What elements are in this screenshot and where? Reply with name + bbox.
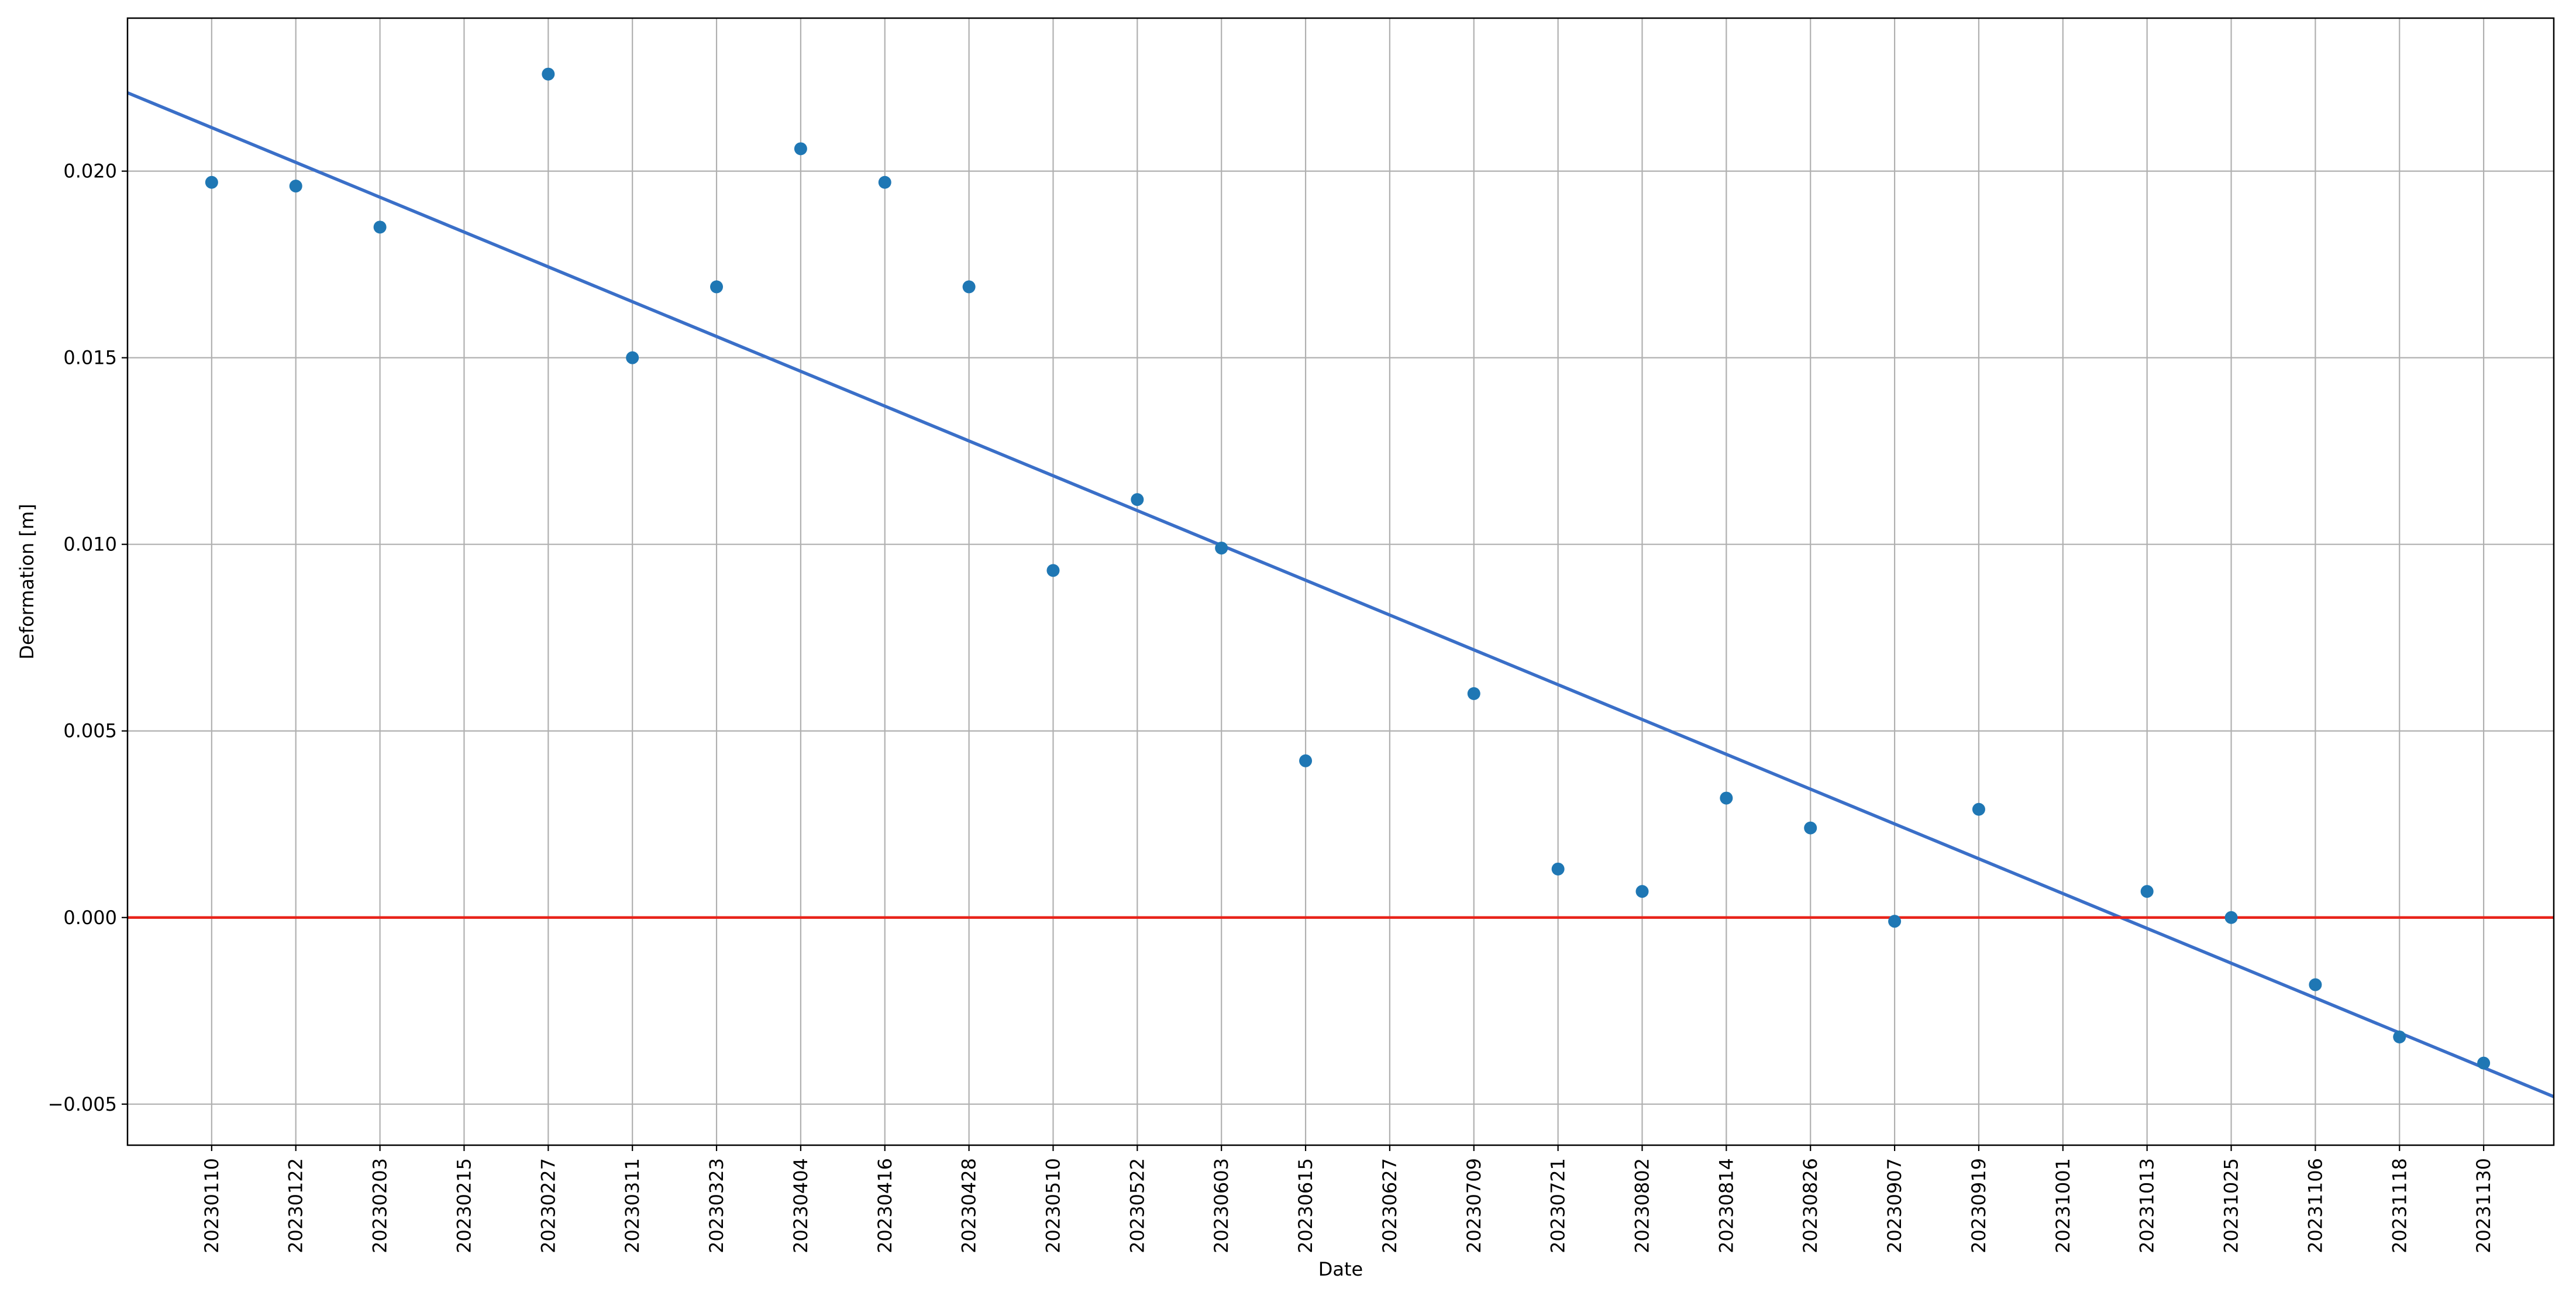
y-tick-label: 0.000 [63, 907, 117, 929]
x-tick-label: 20231001 [2052, 1158, 2074, 1253]
x-tick-label: 20230227 [537, 1158, 559, 1253]
y-tick-label: 0.005 [63, 720, 117, 742]
data-point [1720, 791, 1733, 805]
x-tick-label: 20230404 [790, 1158, 812, 1253]
x-tick-label: 20230428 [958, 1158, 980, 1253]
data-point [289, 180, 302, 193]
x-tick-label: 20230122 [285, 1158, 307, 1253]
x-tick-label: 20230907 [1883, 1158, 1906, 1253]
data-point [2309, 978, 2322, 991]
x-tick-label: 20231118 [2388, 1158, 2410, 1253]
x-tick-label: 20230416 [874, 1158, 896, 1253]
data-point [626, 351, 639, 364]
x-tick-label: 20230709 [1463, 1158, 1485, 1253]
data-point [710, 280, 724, 294]
y-tick-label: 0.020 [63, 160, 117, 182]
x-tick-label: 20230110 [201, 1158, 223, 1253]
data-point [794, 142, 807, 156]
x-tick-label: 20230603 [1210, 1158, 1232, 1253]
x-tick-label: 20230826 [1799, 1158, 1821, 1253]
data-point [2140, 885, 2154, 898]
data-point [1551, 862, 1565, 876]
x-tick-label: 20231013 [2136, 1158, 2158, 1253]
data-point [1635, 885, 1649, 898]
y-tick-label: 0.015 [63, 347, 117, 369]
y-axis-label: Deformation [m] [16, 504, 38, 659]
data-point [542, 67, 555, 81]
x-tick-label: 20230510 [1042, 1158, 1064, 1253]
plot-frame [126, 17, 2555, 1146]
data-point [1804, 821, 1817, 835]
x-tick-label: 20230203 [369, 1158, 391, 1253]
x-tick-labels: 20230110 20230122 20230203 20230215 20230227… [201, 1158, 2495, 1253]
x-tick-label: 20230919 [1968, 1158, 1990, 1253]
data-point [1299, 754, 1313, 767]
data-point [878, 175, 891, 189]
x-tick-label: 20231025 [2220, 1158, 2243, 1253]
data-point [2224, 911, 2238, 924]
x-axis-label: Date [1318, 1258, 1363, 1280]
x-tick-label: 20230522 [1126, 1158, 1148, 1253]
y-tick-label: −0.005 [48, 1093, 117, 1115]
x-tick-label: 20230215 [453, 1158, 475, 1253]
data-point [1046, 564, 1060, 577]
data-point [1972, 802, 1985, 816]
x-tick-label: 20230323 [705, 1158, 728, 1253]
data-point [373, 220, 387, 234]
trend-line [126, 91, 2555, 1098]
lines [126, 91, 2555, 1098]
grid [128, 18, 2554, 1145]
x-tick-label: 20231130 [2472, 1158, 2495, 1253]
y-tick-labels: −0.005 0.000 0.005 0.010 0.015 0.020 [48, 160, 117, 1115]
x-tick-label: 20230721 [1547, 1158, 1569, 1253]
data-point [2393, 1030, 2406, 1043]
data-point [1131, 493, 1144, 506]
data-point [1888, 915, 1902, 928]
data-point [962, 280, 976, 294]
x-tick-label: 20230311 [621, 1158, 643, 1253]
data-point [2477, 1056, 2491, 1070]
x-tick-label: 20230802 [1631, 1158, 1654, 1253]
x-tick-label: 20231106 [2304, 1158, 2326, 1253]
x-tick-label: 20230615 [1294, 1158, 1317, 1253]
data-points [205, 67, 2491, 1070]
x-tick-label: 20230814 [1715, 1158, 1737, 1253]
data-point [1215, 542, 1228, 555]
data-point [1467, 687, 1480, 700]
y-tick-label: 0.010 [63, 533, 117, 556]
data-point [205, 175, 218, 189]
x-tick-label: 20230627 [1379, 1158, 1401, 1253]
tick-marks [122, 170, 2485, 1151]
